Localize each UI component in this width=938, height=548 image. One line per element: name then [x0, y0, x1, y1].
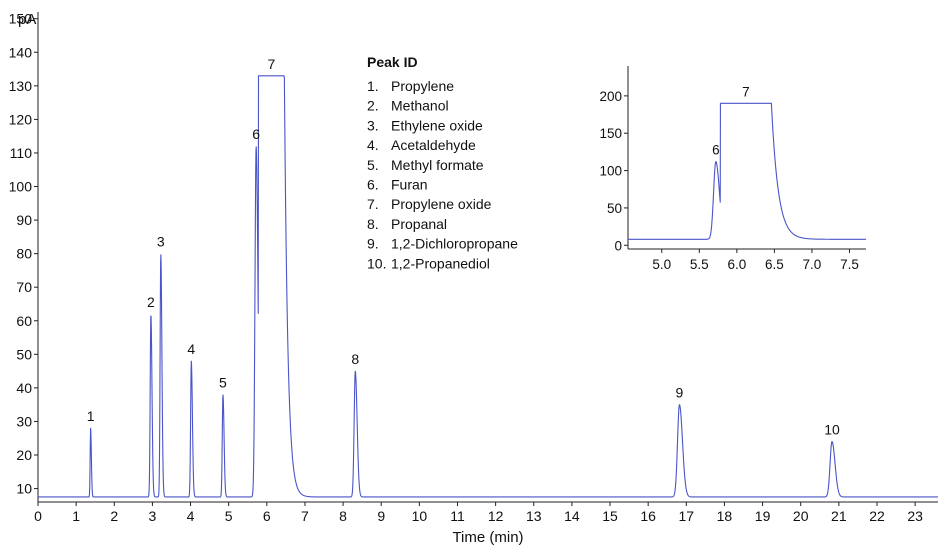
- x-tick-label: 5: [225, 508, 233, 524]
- x-tick-label: 1: [72, 508, 80, 524]
- inset-peak-labels: 67: [712, 84, 750, 157]
- legend-item-number: 4.: [367, 137, 379, 153]
- legend-item-name: Methyl formate: [391, 157, 484, 173]
- x-tick-label: 7: [301, 508, 309, 524]
- x-tick-label: 7.5: [840, 257, 859, 272]
- x-tick-label: 6.5: [765, 257, 784, 272]
- x-tick-label: 22: [869, 508, 885, 524]
- legend-item-name: Methanol: [391, 98, 449, 114]
- x-tick-label: 14: [564, 508, 580, 524]
- peak-label-7: 7: [267, 56, 275, 72]
- peak-label-5: 5: [219, 375, 227, 391]
- x-axis-label: Time (min): [452, 529, 523, 546]
- x-tick-label: 17: [679, 508, 695, 524]
- legend-item-number: 2.: [367, 98, 379, 114]
- inset-x-ticks: 5.0 5.5 6.0 6.5 7.0 7.5: [652, 249, 859, 272]
- legend-item-name: Propylene: [391, 78, 454, 94]
- legend-item-number: 3.: [367, 117, 379, 133]
- y-tick-label: 150: [599, 126, 622, 141]
- x-tick-label: 9: [377, 508, 385, 524]
- inset-chromatogram-trace: [627, 102, 867, 240]
- main-chromatogram-trace: [37, 75, 938, 498]
- peak-label-1: 1: [87, 408, 95, 424]
- main-y-ticks: 10 20 30 40 50 60 70 80 90 100 110 120 130 140 150: [9, 11, 38, 497]
- y-tick-label: 50: [16, 346, 32, 362]
- legend-item-name: Propylene oxide: [391, 196, 492, 212]
- x-tick-label: 10: [412, 508, 428, 524]
- y-tick-label: 10: [16, 481, 32, 497]
- peak-label-9: 9: [676, 385, 684, 401]
- legend-item-number: 9.: [367, 236, 379, 252]
- x-tick-label: 13: [526, 508, 542, 524]
- peak-label-6: 6: [252, 126, 260, 142]
- peak-label-6: 6: [712, 143, 720, 158]
- x-tick-label: 20: [793, 508, 809, 524]
- peak-id-legend: Peak ID 1. Propylene 2. Methanol 3. Ethylene …: [367, 54, 518, 271]
- legend-items: 1. Propylene 2. Methanol 3. Ethylene oxide 4. A…: [367, 78, 518, 271]
- inset-y-ticks: 0 50 100 150 200: [599, 89, 628, 253]
- x-tick-label: 5.5: [690, 257, 709, 272]
- y-tick-label: 30: [16, 413, 32, 429]
- x-tick-label: 8: [339, 508, 347, 524]
- y-tick-label: 70: [16, 279, 32, 295]
- x-tick-label: 4: [187, 508, 195, 524]
- legend-item-name: Ethylene oxide: [391, 117, 483, 133]
- peak-label-4: 4: [187, 341, 195, 357]
- x-tick-label: 2: [110, 508, 118, 524]
- legend-item-name: Propanal: [391, 216, 447, 232]
- x-tick-label: 21: [831, 508, 847, 524]
- x-tick-label: 23: [907, 508, 923, 524]
- peak-label-10: 10: [824, 422, 840, 438]
- legend-item-number: 8.: [367, 216, 379, 232]
- legend-item-number: 7.: [367, 196, 379, 212]
- y-axis-label: pA: [18, 11, 36, 28]
- legend-item-number: 1.: [367, 78, 379, 94]
- legend-item-number: 5.: [367, 157, 379, 173]
- x-tick-label: 16: [640, 508, 656, 524]
- y-tick-label: 90: [16, 212, 32, 228]
- x-tick-label: 11: [450, 508, 465, 524]
- x-tick-label: 15: [602, 508, 618, 524]
- peak-label-2: 2: [147, 294, 155, 310]
- y-tick-label: 110: [10, 145, 33, 161]
- legend-item-name: Acetaldehyde: [391, 137, 476, 153]
- peak-label-3: 3: [157, 234, 165, 250]
- y-tick-label: 120: [9, 111, 33, 127]
- y-tick-label: 100: [599, 164, 622, 179]
- legend-item-number: 10.: [367, 255, 386, 271]
- x-tick-label: 7.0: [803, 257, 822, 272]
- y-tick-label: 20: [16, 447, 32, 463]
- legend-item-name: 1,2-Propanediol: [391, 255, 490, 271]
- y-tick-label: 100: [9, 179, 33, 195]
- x-tick-label: 3: [149, 508, 157, 524]
- y-tick-label: 0: [614, 238, 622, 253]
- legend-title: Peak ID: [367, 54, 418, 70]
- x-tick-label: 6.0: [727, 257, 746, 272]
- x-tick-label: 19: [755, 508, 771, 524]
- main-x-ticks: 0 1 2 3 4 5 6 7 8 9 10 11 12 13 14 15 16 17 18 19 20 21 22 23: [34, 502, 923, 524]
- legend-item-number: 6.: [367, 177, 379, 193]
- x-tick-label: 5.0: [652, 257, 671, 272]
- y-tick-label: 150: [9, 11, 33, 27]
- y-tick-label: 140: [9, 44, 33, 60]
- y-tick-label: 200: [599, 89, 622, 104]
- x-tick-label: 12: [488, 508, 504, 524]
- peak-label-8: 8: [351, 351, 359, 367]
- x-tick-label: 18: [717, 508, 733, 524]
- x-tick-label: 0: [34, 508, 42, 524]
- legend-item-name: Furan: [391, 177, 428, 193]
- y-tick-label: 40: [16, 380, 32, 396]
- y-tick-label: 80: [16, 246, 32, 262]
- legend-item-name: 1,2-Dichloropropane: [391, 236, 518, 252]
- x-tick-label: 6: [263, 508, 271, 524]
- y-tick-label: 130: [9, 78, 33, 94]
- y-tick-label: 60: [16, 313, 32, 329]
- y-tick-label: 50: [607, 201, 622, 216]
- peak-label-7: 7: [742, 84, 750, 99]
